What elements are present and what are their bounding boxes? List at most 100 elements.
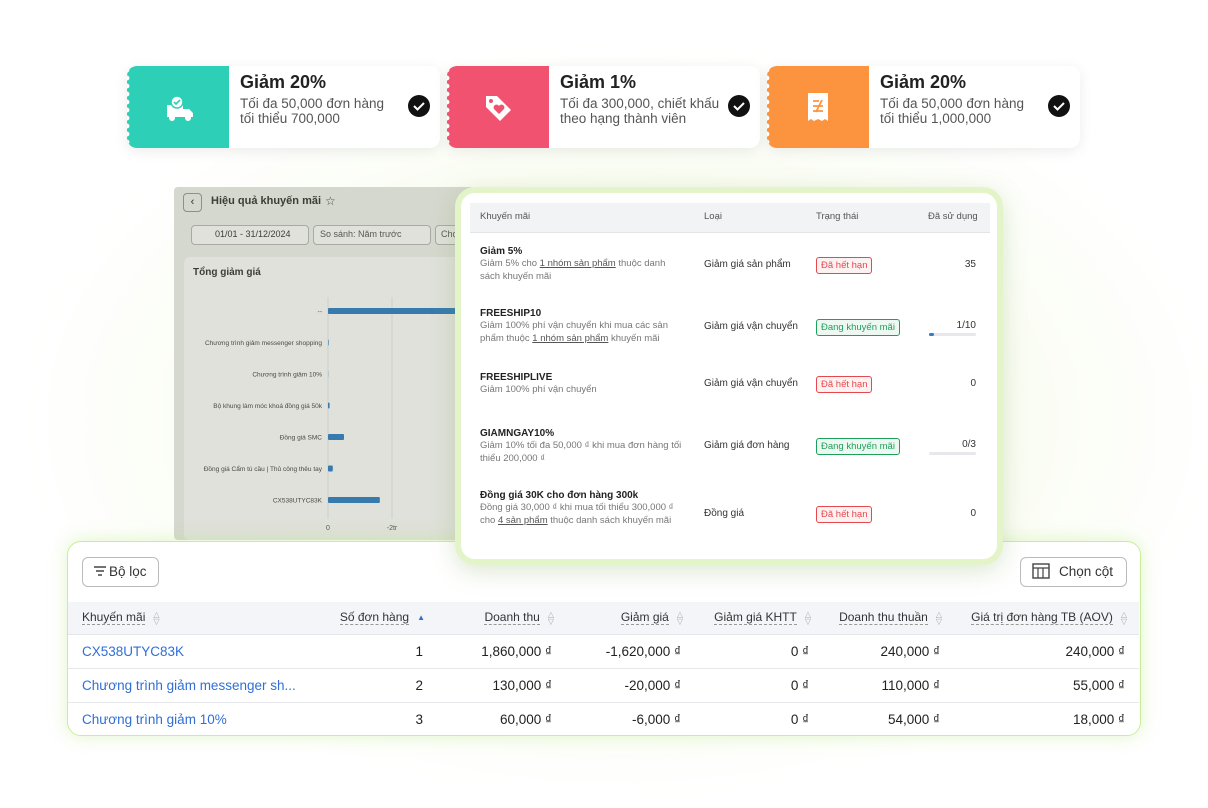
status-badge: Đã hết hạn — [816, 506, 873, 523]
cell: 54,000 ₫ — [888, 712, 940, 727]
coupon-text: tối thiểu 700,000 — [240, 111, 340, 126]
report-title: Hiệu quả khuyến mãi — [211, 195, 322, 207]
chart-card — [184, 257, 474, 540]
x-tick-label: 0 — [326, 525, 330, 532]
status-badge: Đang khuyến mãi — [816, 438, 900, 455]
columns-label: Chọn cột — [1059, 564, 1114, 579]
promo-description: Giảm 100% phí vận chuyển — [480, 384, 685, 397]
column-header: Doanh thu thuần △ ▽ — [839, 610, 942, 625]
cell: 240,000 ₫ — [880, 644, 940, 659]
y-tick-label: Chương trình giảm messenger shopping — [205, 340, 322, 347]
cell: 1,860,000 ₫ — [481, 644, 552, 659]
sort-icon[interactable]: △ ▽ — [153, 609, 160, 626]
promo-link: Chương trình giảm 10% — [82, 712, 227, 727]
coupon-text: Tối đa 300,000, chiết khấu — [560, 96, 720, 111]
date-filter[interactable] — [191, 225, 309, 245]
y-tick-label: -- — [318, 309, 322, 316]
sort-icon[interactable]: △ ▽ — [935, 609, 942, 626]
usage-track — [929, 452, 976, 455]
usage-count: 35 — [964, 259, 976, 270]
status-badge: Đang khuyến mãi — [816, 319, 900, 336]
coupon-side — [127, 66, 229, 148]
coupon-title: Giảm 1% — [560, 72, 637, 92]
table-header-row — [68, 602, 1139, 635]
coupon-card: Giảm 20% Tối đa 50,000 đơn hàng tối thiểu … — [127, 66, 440, 148]
back-button[interactable]: ‹ — [183, 193, 202, 212]
description-text: Giảm 5% cho — [480, 258, 540, 269]
cell: 3 — [415, 712, 423, 727]
y-tick-label: CX538UTYC83K — [273, 498, 323, 505]
columns-icon — [1032, 563, 1050, 579]
popup-header-row — [470, 203, 990, 233]
compare-filter[interactable] — [313, 225, 431, 245]
coupon-text: tối thiểu 1,000,000 — [880, 111, 992, 126]
promo-name: FREESHIP10 — [480, 308, 542, 319]
column-header: Giá trị đơn hàng TB (AOV) △ ▽ — [971, 610, 1127, 625]
header-text: Khuyến mãi — [82, 610, 146, 625]
usage-count: 0 — [970, 378, 976, 389]
coupon-edge — [127, 66, 130, 148]
dim-overlay — [174, 187, 474, 540]
compare-label: So sánh: Năm trước — [320, 229, 402, 239]
status-badge: Đã hết hạn — [816, 376, 873, 393]
description-text: Giảm 10% tối đa 50,000 ₫ khi mua đơn hàn… — [480, 440, 682, 464]
description-text: khuyến mãi — [608, 332, 660, 344]
coupon-side — [447, 66, 549, 148]
product-link: 1 nhóm sản phẩm — [539, 258, 616, 269]
check-icon — [728, 95, 750, 117]
x-tick-label: -2tr — [387, 525, 398, 532]
header-text: Giá trị đơn hàng TB (AOV) — [971, 610, 1113, 625]
promo-type: Giảm giá đơn hàng — [704, 440, 790, 451]
promo-name: Giảm 5% — [480, 246, 523, 257]
bar — [328, 339, 329, 346]
cell: 60,000 ₫ — [500, 712, 552, 727]
promo-type: Đồng giá — [704, 508, 745, 519]
usage-count: 0 — [970, 508, 976, 519]
promo-description: Giảm 100% phí vận chuyển khi mua các sản… — [480, 320, 685, 345]
cell: 0 ₫ — [790, 644, 809, 659]
star-icon[interactable]: ☆ — [325, 194, 336, 208]
sort-icon[interactable]: △ ▽ — [1120, 609, 1127, 626]
promo-description: Giảm 5% cho 1 nhóm sản phẩm thuộc danh s… — [480, 258, 685, 283]
filter-icon — [94, 566, 106, 576]
filter-button[interactable] — [82, 557, 159, 587]
coupon-title: Giảm 20% — [240, 72, 327, 92]
promo-name: Đồng giá 30K cho đơn hàng 300k — [480, 490, 639, 501]
promo-type: Giảm giá sản phẩm — [704, 259, 791, 270]
columns-button[interactable] — [1020, 557, 1127, 587]
coupon-card: Giảm 20% Tối đa 50,000 đơn hàng tối thiểu … — [767, 66, 1080, 148]
description-text: Giảm 100% phí vận chuyển — [480, 384, 597, 395]
description-text: thuộc danh sách khuyến mãi — [480, 258, 666, 282]
y-tick-label: Đồng giá Cẩm tú cầu | Thủ công thêu tay — [204, 464, 323, 473]
sort-icon[interactable]: △ ▽ — [547, 609, 554, 626]
coupon-title: Giảm 20% — [880, 72, 967, 92]
check-icon — [408, 95, 430, 117]
promo-type: Giảm giá vận chuyển — [704, 321, 798, 332]
usage-label: 1/10 — [956, 320, 976, 331]
popup-header: Khuyến mãi — [480, 211, 531, 222]
popup-header: Loại — [704, 211, 722, 222]
bar — [328, 308, 474, 314]
promo-description: Giảm 10% tối đa 50,000 ₫ khi mua đơn hàn… — [480, 440, 685, 465]
sort-icon[interactable]: ▲ — [417, 613, 425, 622]
promo-name: GIAMNGAY10% — [480, 428, 555, 439]
promo-type: Giảm giá vận chuyển — [704, 378, 798, 389]
bar — [328, 402, 330, 409]
cell: 55,000 ₫ — [1073, 678, 1125, 693]
y-tick-label: Đồng giá SMC — [280, 433, 323, 442]
sort-icon[interactable]: △ ▽ — [676, 609, 683, 626]
usage-label: 0/3 — [962, 439, 976, 450]
coupon-edge — [767, 66, 770, 148]
cell: -20,000 ₫ — [624, 678, 681, 693]
sort-icon[interactable]: △ ▽ — [804, 609, 811, 626]
product-link: 1 nhóm sản phẩm — [532, 332, 609, 344]
column-header: Giảm giá KHTT △ ▽ — [714, 610, 811, 625]
cell: 240,000 ₫ — [1065, 644, 1125, 659]
column-header: Số đơn hàng ▲ — [339, 610, 425, 625]
description-text: Giảm 100% phí vận chuyển khi mua các sản… — [480, 320, 668, 344]
header-text: Số đơn hàng — [339, 610, 410, 625]
coupon-icon — [486, 96, 511, 121]
coupon-side — [767, 66, 869, 148]
